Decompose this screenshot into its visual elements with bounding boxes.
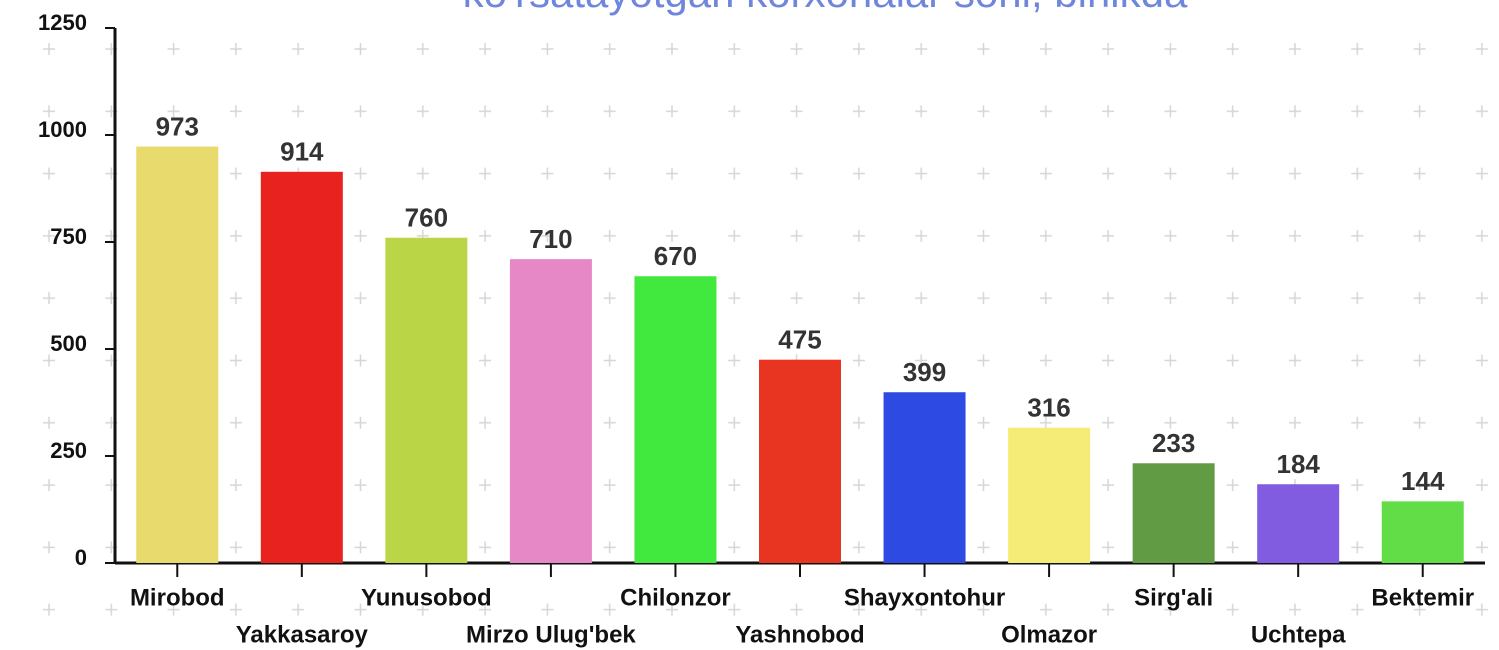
bar <box>1381 501 1464 563</box>
value-label: 973 <box>156 111 199 141</box>
value-label: 760 <box>405 203 448 233</box>
x-tick-label: Olmazor <box>1001 621 1097 648</box>
y-tick-label: 500 <box>50 331 87 356</box>
x-tick-label: Sirg'ali <box>1134 584 1213 611</box>
y-tick-label: 750 <box>50 224 87 249</box>
x-tick-label: Yakkasaroy <box>236 621 369 648</box>
bar <box>260 171 343 564</box>
value-label: 670 <box>654 241 697 271</box>
bar <box>883 392 966 563</box>
bar <box>385 237 468 563</box>
value-label: 144 <box>1401 466 1445 496</box>
bar <box>136 146 219 563</box>
bar <box>1008 427 1091 563</box>
bar <box>509 259 592 563</box>
x-tick-label: Shayxontohur <box>844 584 1005 611</box>
value-label: 233 <box>1152 428 1195 458</box>
x-tick-label: Mirzo Ulug'bek <box>466 621 636 648</box>
x-tick-label: Yashnobod <box>735 621 864 648</box>
value-label: 914 <box>280 137 324 167</box>
value-label: 399 <box>903 357 946 387</box>
y-tick-label: 0 <box>75 545 87 570</box>
bar <box>759 359 841 563</box>
x-tick-label: Uchtepa <box>1251 621 1346 648</box>
bar <box>1132 463 1215 563</box>
value-label: 184 <box>1276 449 1320 479</box>
x-tick-label: Yunusobod <box>361 584 492 611</box>
y-tick-label: 250 <box>50 438 87 463</box>
x-tick-label: Chilonzor <box>620 584 731 611</box>
x-tick-label: Mirobod <box>130 584 225 611</box>
value-label: 475 <box>778 325 821 355</box>
x-tick-label: Bektemir <box>1371 584 1474 611</box>
y-tick-label: 1250 <box>38 10 87 35</box>
chart-title: ko'rsatayotgan korxonalar soni, birlikda <box>463 0 1188 16</box>
bar <box>1257 484 1340 563</box>
value-label: 316 <box>1027 393 1070 423</box>
value-label: 710 <box>529 224 572 254</box>
y-tick-label: 1000 <box>38 117 87 142</box>
bar <box>634 276 717 563</box>
